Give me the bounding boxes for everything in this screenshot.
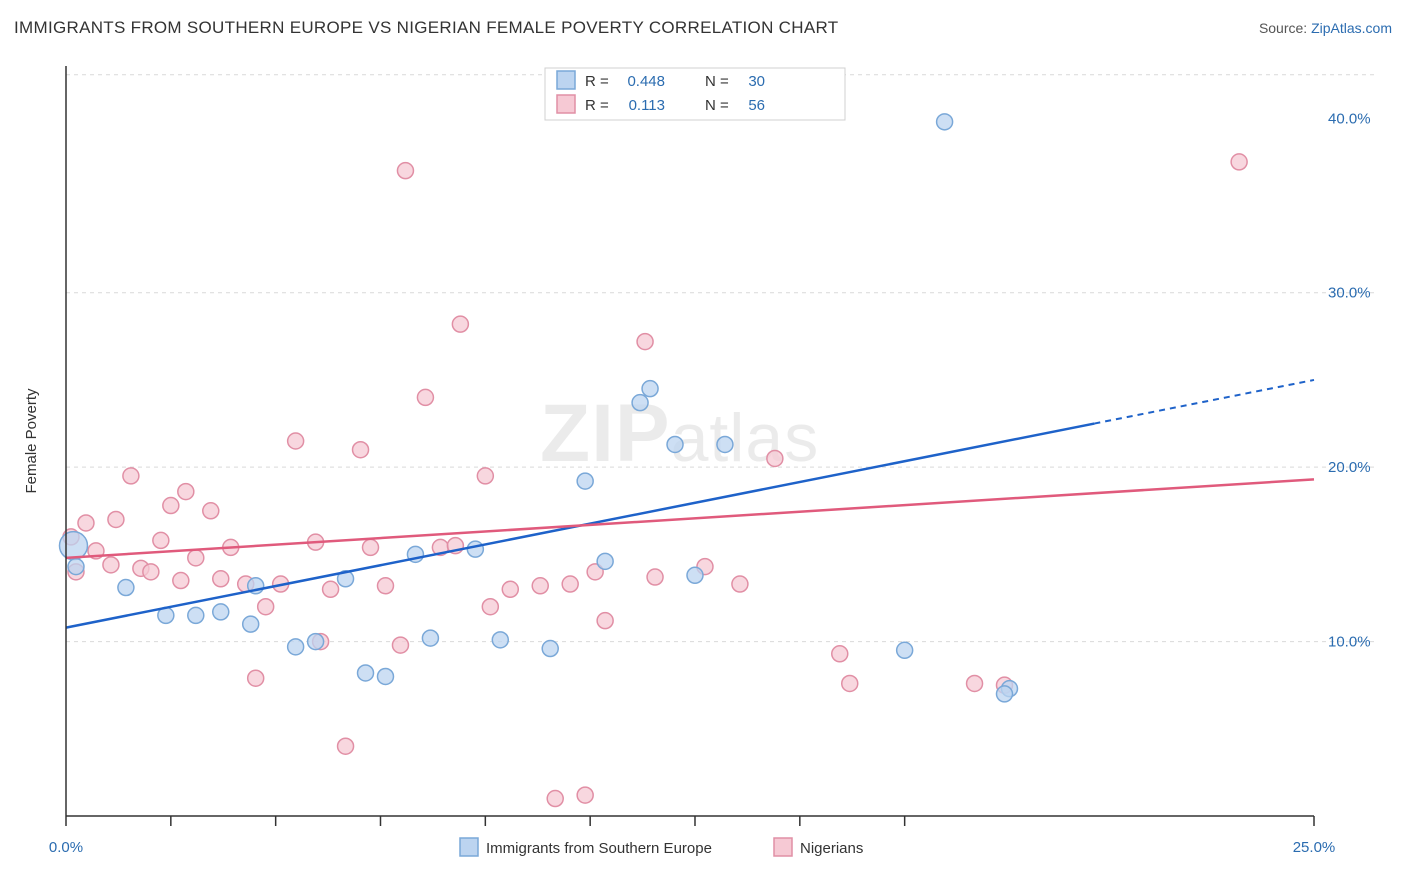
scatter-point: [353, 442, 369, 458]
scatter-point: [243, 616, 259, 632]
scatter-point: [203, 503, 219, 519]
scatter-point: [248, 670, 264, 686]
scatter-point: [188, 550, 204, 566]
scatter-point: [338, 738, 354, 754]
scatter-point: [288, 639, 304, 655]
legend-r-label: R =: [585, 73, 609, 90]
y-tick-label: 30.0%: [1328, 285, 1371, 302]
source-link[interactable]: ZipAtlas.com: [1311, 20, 1392, 36]
trend-line-extrapolated: [1094, 380, 1314, 424]
scatter-point: [492, 632, 508, 648]
scatter-point: [363, 539, 379, 555]
scatter-point: [213, 604, 229, 620]
scatter-point: [68, 559, 84, 575]
legend-swatch: [557, 95, 575, 113]
scatter-point: [397, 163, 413, 179]
x-tick-label: 25.0%: [1293, 839, 1336, 856]
scatter-point: [323, 581, 339, 597]
scatter-point: [897, 642, 913, 658]
source-label: Source:: [1259, 20, 1311, 36]
legend-n-value: 56: [748, 97, 765, 114]
scatter-point: [647, 569, 663, 585]
scatter-point: [178, 484, 194, 500]
scatter-point: [547, 791, 563, 807]
scatter-point: [542, 641, 558, 657]
scatter-point: [377, 578, 393, 594]
scatter-point: [767, 450, 783, 466]
legend-n-label: N =: [705, 97, 729, 114]
scatter-point: [163, 498, 179, 514]
scatter-point: [452, 316, 468, 332]
legend-n-label: N =: [705, 73, 729, 90]
scatter-point: [577, 787, 593, 803]
scatter-point: [358, 665, 374, 681]
scatter-point: [502, 581, 518, 597]
scatter-point: [188, 607, 204, 623]
y-tick-label: 40.0%: [1328, 110, 1371, 127]
scatter-point: [477, 468, 493, 484]
scatter-point: [123, 468, 139, 484]
scatter-point: [832, 646, 848, 662]
scatter-point: [422, 630, 438, 646]
scatter-point: [842, 675, 858, 691]
scatter-point: [392, 637, 408, 653]
scatter-point: [667, 436, 683, 452]
scatter-point: [108, 511, 124, 527]
scatter-point: [377, 668, 393, 684]
scatter-point: [732, 576, 748, 592]
y-axis-label: Female Poverty: [23, 388, 40, 494]
scatter-point: [59, 532, 87, 560]
scatter-point: [996, 686, 1012, 702]
scatter-point: [597, 613, 613, 629]
scatter-point: [143, 564, 159, 580]
bottom-legend-label: Immigrants from Southern Europe: [486, 840, 712, 857]
scatter-point: [467, 541, 483, 557]
scatter-point: [632, 395, 648, 411]
y-tick-label: 10.0%: [1328, 634, 1371, 651]
scatter-point: [562, 576, 578, 592]
scatter-point: [288, 433, 304, 449]
scatter-point: [258, 599, 274, 615]
scatter-point: [577, 473, 593, 489]
scatter-point: [78, 515, 94, 531]
scatter-point: [482, 599, 498, 615]
scatter-point: [717, 436, 733, 452]
scatter-point: [967, 675, 983, 691]
chart-source: Source: ZipAtlas.com: [1259, 20, 1392, 36]
legend-r-value: 0.113: [629, 97, 665, 114]
chart-header: IMMIGRANTS FROM SOUTHERN EUROPE VS NIGER…: [14, 18, 1392, 38]
scatter-point: [637, 334, 653, 350]
legend-n-value: 30: [748, 73, 765, 90]
trend-line: [66, 479, 1314, 557]
scatter-point: [103, 557, 119, 573]
scatter-point: [153, 532, 169, 548]
chart-title: IMMIGRANTS FROM SOUTHERN EUROPE VS NIGER…: [14, 18, 838, 38]
bottom-legend-swatch: [774, 838, 792, 856]
scatter-point: [173, 573, 189, 589]
legend-r-value: 0.448: [627, 73, 665, 90]
x-tick-label: 0.0%: [49, 839, 83, 856]
scatter-point: [597, 553, 613, 569]
scatter-point: [642, 381, 658, 397]
scatter-point: [213, 571, 229, 587]
scatter-point: [937, 114, 953, 130]
scatter-point: [308, 634, 324, 650]
scatter-point: [687, 567, 703, 583]
scatter-point: [118, 580, 134, 596]
legend-r-label: R =: [585, 97, 609, 114]
scatter-point: [532, 578, 548, 594]
chart-container: ZIPatlas0.0%25.0%10.0%20.0%30.0%40.0%Fem…: [14, 58, 1392, 878]
legend-swatch: [557, 71, 575, 89]
bottom-legend-swatch: [460, 838, 478, 856]
correlation-scatter-chart: ZIPatlas0.0%25.0%10.0%20.0%30.0%40.0%Fem…: [14, 58, 1392, 878]
y-tick-label: 20.0%: [1328, 459, 1371, 476]
scatter-point: [1231, 154, 1247, 170]
scatter-point: [417, 389, 433, 405]
bottom-legend-label: Nigerians: [800, 840, 863, 857]
